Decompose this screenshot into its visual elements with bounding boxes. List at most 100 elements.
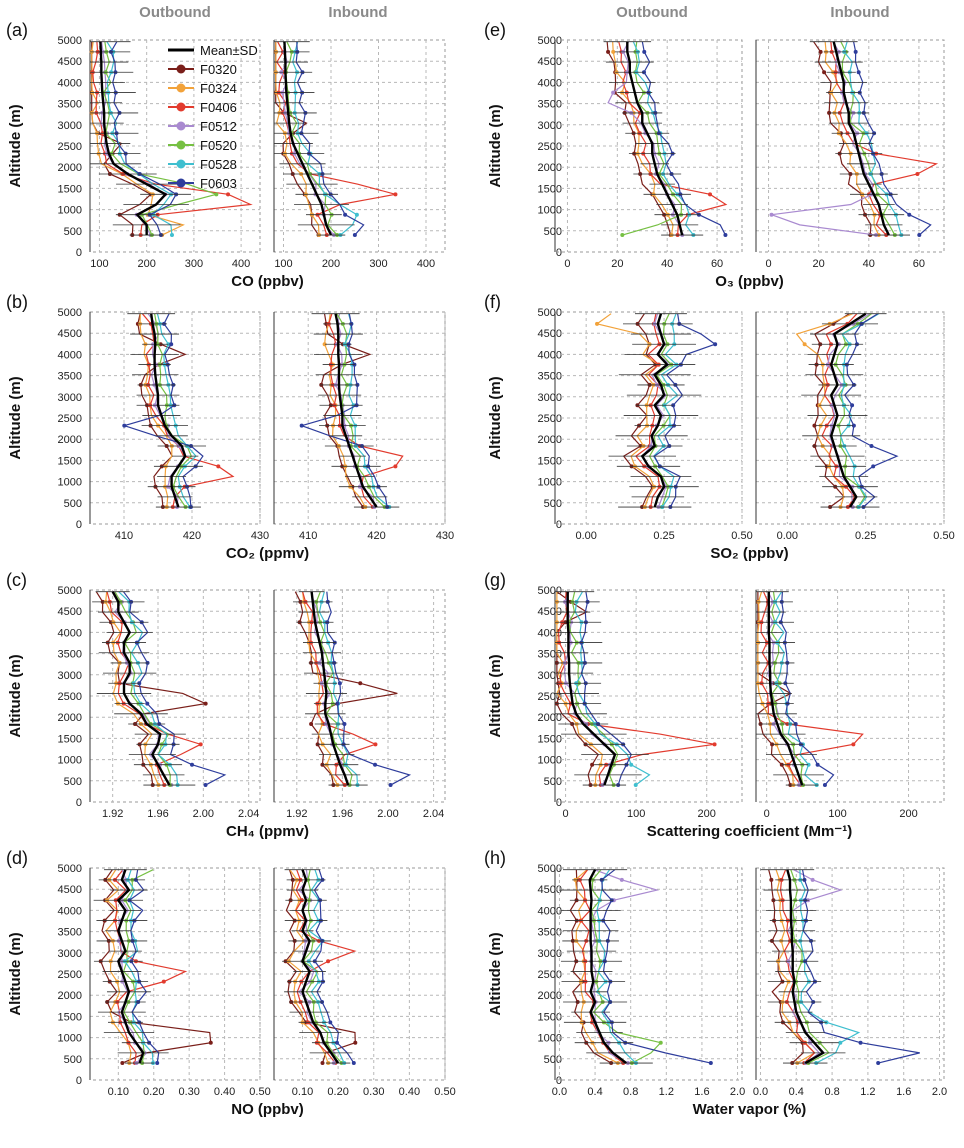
x-tick-label: 420 [183,530,201,542]
inbound-subplot: 0.00 0.25 0.50 [755,311,955,542]
x-tick-label: 1.6 [896,1086,911,1098]
x-tick-label: 0.10 [292,1086,313,1098]
y-tick-label: 0 [76,797,82,809]
series-point-f0528 [629,762,634,767]
mean-line [786,869,826,1065]
series-line-f0603 [128,869,160,1064]
x-tick-label: 0.8 [824,1086,839,1098]
x-axis-label: Scattering coefficient (Mm⁻¹) [647,823,852,840]
y-tick-label: 1500 [538,1011,562,1023]
series-point-f0520 [620,233,625,238]
legend-marker-f0324 [176,83,186,93]
mean-line [301,869,340,1064]
panel-6: (g)Altitude (m)0500100015002000250030003… [484,570,945,840]
y-tick-label: 5000 [58,307,82,319]
series-line-f0520 [834,313,872,508]
series-line-f0320 [137,313,187,508]
x-axis-label: NO (ppbv) [231,1101,304,1118]
series-line-f0528 [595,869,637,1064]
mean-line [626,41,684,236]
y-tick-label: 1000 [58,755,82,767]
panel-label: (c) [6,570,27,590]
y-tick-label: 2000 [58,162,82,174]
series-point-f0406 [712,742,717,747]
series-point-f0603 [723,233,728,238]
x-tick-label: 100 [274,258,292,270]
y-tick-label: 5000 [58,35,82,47]
outbound-subplot: 0.00 0.25 0.50 [554,311,753,542]
panel-label: (e) [484,20,506,40]
legend-marker-f0520 [176,140,186,150]
series-point-f0406 [393,464,398,469]
series-point-f0324 [322,342,327,347]
outbound-subplot: 100 200 300 400 [89,39,261,270]
y-tick-label: 3000 [538,392,562,404]
x-tick-label: 300 [185,258,203,270]
series-point-f0603 [342,721,347,726]
series-point-f0603 [334,1040,339,1045]
y-tick-label: 4000 [538,349,562,361]
y-axis-label: Altitude (m) [487,376,504,459]
y-tick-label: 5000 [538,863,562,875]
x-tick-label: 0.30 [178,1086,199,1098]
x-tick-label: 430 [251,530,269,542]
series-line-f0406 [779,869,816,1064]
series-point-f0406 [373,742,378,747]
series-point-f0603 [917,233,922,238]
x-tick-label: 0.0 [753,1086,768,1098]
legend-marker-f0603 [176,178,186,188]
y-tick-label: 0 [556,247,562,259]
series-point-f0528 [169,233,174,238]
y-tick-label: 4000 [58,349,82,361]
series-line-f0603 [641,41,726,236]
y-tick-label: 4500 [538,606,562,618]
y-tick-label: 4000 [58,77,82,89]
y-tick-label: 5000 [538,585,562,597]
y-tick-label: 4500 [58,56,82,68]
series-line-f0603 [780,591,835,786]
panel-1: (b) Altitude (m) 0 500 1000 1500 2000 2500 3000 3… [6,292,454,562]
y-axis-label: Altitude (m) [7,654,24,737]
series-point-f0528 [838,1040,843,1045]
x-tick-label: 0.8 [623,1086,638,1098]
x-tick-label: 2.00 [193,808,214,820]
series-line-f0320 [320,313,372,508]
y-tick-label: 0 [76,1075,82,1087]
y-tick-label: 3000 [58,948,82,960]
series-point-f0320 [203,701,208,706]
y-tick-label: 5000 [538,35,562,47]
series-point-f0324 [611,49,616,54]
y-tick-label: 2000 [58,990,82,1002]
x-tick-label: 400 [232,258,250,270]
series-point-f0603 [190,762,195,767]
series-point-f0603 [856,70,861,75]
series-point-f0406 [216,464,221,469]
series-line-f0528 [344,313,390,508]
legend-mean-label: Mean±SD [200,43,258,58]
series-point-f0512 [619,877,624,882]
legend-marker-f0528 [176,159,186,169]
series-point-f0603 [328,1020,333,1025]
y-tick-label: 4500 [58,884,82,896]
y-tick-label: 1000 [538,755,562,767]
x-tick-label: 410 [115,530,133,542]
y-axis-label: Altitude (m) [487,932,504,1015]
x-tick-label: 1.92 [102,808,123,820]
x-tick-label: 0.0 [552,1086,567,1098]
series-point-f0603 [145,701,150,706]
series-line-f0603 [801,869,920,1064]
series-line-f0603 [295,41,365,236]
y-tick-label: 3000 [58,120,82,132]
series-point-f0406 [708,192,713,197]
x-tick-label: 0.25 [653,530,674,542]
inbound-subplot: 0 100 200 [755,589,945,820]
y-tick-label: 500 [64,498,82,510]
series-line-f0520 [285,41,338,236]
series-line-f0528 [843,41,902,236]
series-line-f0528 [118,591,179,786]
y-tick-label: 2500 [58,413,82,425]
series-point-f0603 [343,212,348,217]
legend-label-f0324: F0324 [200,81,237,96]
series-point-f0603 [337,681,342,686]
x-tick-label: 1.2 [659,1086,674,1098]
